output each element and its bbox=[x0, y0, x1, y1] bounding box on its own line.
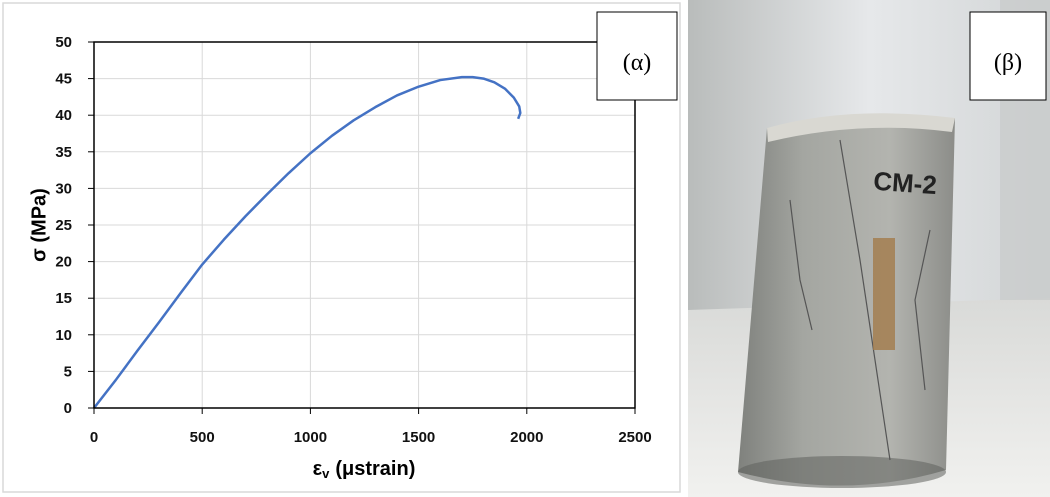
x-label-symbol: ε bbox=[313, 458, 323, 480]
x-tick-label: 2500 bbox=[618, 429, 651, 446]
chart-frame bbox=[2, 2, 681, 493]
y-tick-label: 5 bbox=[64, 363, 72, 380]
x-tick-label: 0 bbox=[90, 429, 98, 446]
x-axis-label: εv (μstrain) bbox=[313, 458, 416, 481]
photo-cracks bbox=[789, 139, 931, 461]
y-tick-label: 45 bbox=[55, 71, 72, 88]
y-tick-label: 25 bbox=[55, 217, 72, 234]
y-axis-label: σ (MPa) bbox=[28, 188, 50, 262]
photo: CM-2 (β) bbox=[688, 0, 1050, 497]
annotation: (α) bbox=[623, 50, 652, 76]
photo-cylinder-top bbox=[767, 113, 955, 142]
x-tick-label: 500 bbox=[190, 429, 215, 446]
y-tick-label: 40 bbox=[55, 107, 72, 124]
photo-cylinder bbox=[738, 118, 955, 486]
x-tick-label: 2000 bbox=[510, 429, 543, 446]
photo-label-box bbox=[969, 11, 1047, 101]
y-tick-label: 10 bbox=[55, 327, 72, 344]
photo-label: (β) bbox=[994, 50, 1022, 76]
photo-marking: CM-2 bbox=[872, 166, 938, 200]
y-tick-label: 0 bbox=[64, 400, 72, 417]
x-label-subscript: v bbox=[322, 466, 330, 481]
plot-border bbox=[93, 41, 636, 409]
x-tick-label: 1500 bbox=[402, 429, 435, 446]
photo-strain-gauge bbox=[873, 238, 895, 350]
data-line bbox=[93, 75, 522, 409]
photo-cylinder-base bbox=[738, 456, 946, 488]
annotation-box bbox=[596, 11, 678, 101]
y-tick-label: 20 bbox=[55, 254, 72, 271]
y-tick-label: 50 bbox=[55, 34, 72, 51]
x-label-unit: (μstrain) bbox=[335, 458, 415, 480]
y-tick-label: 15 bbox=[55, 290, 72, 307]
x-tick-label: 1000 bbox=[294, 429, 327, 446]
y-tick-label: 30 bbox=[55, 180, 72, 197]
y-tick-label: 35 bbox=[55, 144, 72, 161]
